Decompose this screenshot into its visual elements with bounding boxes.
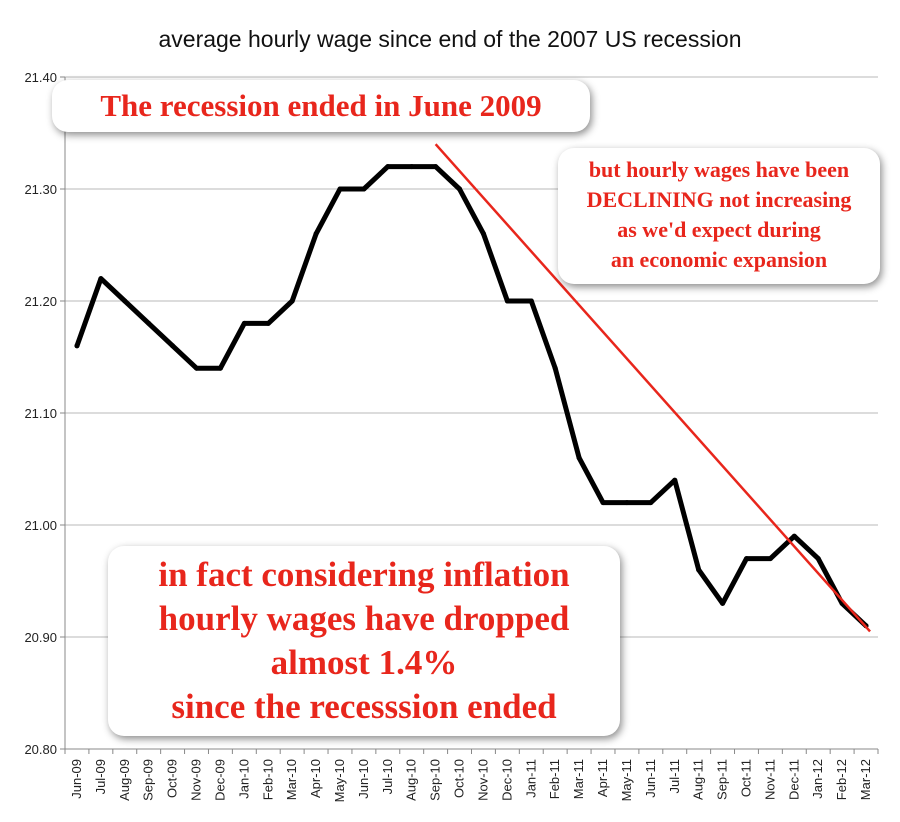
y-tick-label: 20.90 — [24, 630, 57, 645]
trendline-layer — [434, 143, 871, 633]
x-tick-label: Apr-10 — [308, 759, 323, 798]
callout-line: an economic expansion — [610, 247, 828, 272]
x-tick-label: Nov-10 — [475, 759, 490, 801]
x-tick-label: Oct-11 — [738, 759, 753, 797]
callout-line: since the recesssion ended — [171, 687, 557, 726]
data-point — [194, 365, 200, 371]
data-point — [146, 320, 152, 326]
x-tick-label: Sep-10 — [428, 759, 443, 801]
x-tick-label: Oct-09 — [165, 759, 180, 798]
data-point — [648, 500, 654, 506]
x-tick-label: May-11 — [619, 759, 634, 801]
data-point — [552, 365, 558, 371]
x-tick-labels: Jun-09 Jul-09 Aug-09 Sep-09 Oct-09 Nov-09 Dec-… — [69, 759, 873, 802]
x-tick-label: Jul-09 — [93, 759, 108, 794]
data-point — [74, 343, 80, 349]
x-tick-label: Apr-11 — [595, 759, 610, 797]
data-point — [720, 600, 726, 606]
x-tick-label: Mar-11 — [571, 759, 586, 799]
data-point — [265, 320, 271, 326]
data-point — [337, 186, 343, 192]
x-tick-label: Aug-10 — [404, 759, 419, 801]
data-point — [241, 320, 247, 326]
data-point — [624, 500, 630, 506]
x-tick-label: Jan-10 — [236, 759, 251, 799]
data-point — [433, 164, 439, 170]
data-point — [480, 231, 486, 237]
callout-line: DECLINING not increasing — [586, 187, 852, 212]
y-tick-labels: 21.40 21.30 21.20 21.10 21.00 20.90 20.80 — [24, 70, 57, 757]
x-tick-label: Jun-11 — [643, 759, 658, 798]
x-tick-label: Nov-09 — [189, 759, 204, 801]
x-tick-label: Sep-09 — [141, 759, 156, 801]
x-tick-label: Sep-11 — [715, 759, 730, 800]
data-point — [696, 567, 702, 573]
x-tick-label: Jan-11 — [523, 759, 538, 798]
data-point — [767, 556, 773, 562]
data-point — [815, 556, 821, 562]
x-tick-label: Dec-10 — [499, 759, 514, 801]
data-point — [217, 365, 223, 371]
x-tick-label: Jan-12 — [810, 759, 825, 799]
y-tick-label: 21.10 — [24, 406, 57, 421]
x-tick-label: Feb-12 — [834, 759, 849, 800]
x-tick-label: Jul-11 — [667, 759, 682, 793]
callout-line: in fact considering inflation — [158, 555, 570, 594]
data-point — [170, 343, 176, 349]
x-tick-label: Nov-11 — [762, 759, 777, 800]
data-point — [385, 164, 391, 170]
data-point — [672, 477, 678, 483]
data-point — [457, 186, 463, 192]
axes — [60, 76, 879, 754]
x-tick-label: Aug-09 — [117, 759, 132, 801]
x-tick-label: Oct-10 — [452, 759, 467, 798]
data-point — [313, 231, 319, 237]
x-tick-label: Mar-12 — [858, 759, 873, 800]
callout-line: as we'd expect during — [617, 217, 821, 242]
data-point — [98, 276, 104, 282]
x-tick-label: Jul-10 — [380, 759, 395, 794]
y-tick-label: 21.00 — [24, 518, 57, 533]
data-point — [600, 500, 606, 506]
callout-line: The recession ended in June 2009 — [100, 88, 542, 123]
series-line — [74, 164, 869, 629]
x-tick-label: Feb-11 — [547, 759, 562, 799]
data-point — [409, 164, 415, 170]
recession-ended-callout: The recession ended in June 2009 — [52, 80, 590, 132]
x-tick-label: Feb-10 — [260, 759, 275, 800]
data-point — [743, 556, 749, 562]
inflation-callout: in fact considering inflation hourly wag… — [108, 546, 620, 736]
data-point — [361, 186, 367, 192]
y-tick-label: 21.20 — [24, 294, 57, 309]
callout-line: almost 1.4% — [270, 643, 458, 682]
chart-title: average hourly wage since end of the 200… — [158, 26, 741, 52]
x-tick-label: Dec-09 — [212, 759, 227, 801]
x-tick-label: May-10 — [332, 759, 347, 802]
x-tick-label: Mar-10 — [284, 759, 299, 800]
data-point — [504, 298, 510, 304]
data-point — [791, 533, 797, 539]
data-point — [122, 298, 128, 304]
trend-line — [434, 143, 871, 633]
y-tick-label: 20.80 — [24, 742, 57, 757]
y-tick-label: 21.30 — [24, 182, 57, 197]
data-point — [289, 298, 295, 304]
callout-line: hourly wages have dropped — [158, 599, 570, 638]
x-tick-label: Aug-11 — [691, 759, 706, 800]
x-tick-label: Dec-11 — [786, 759, 801, 800]
x-tick-label: Jun-09 — [69, 759, 84, 799]
declining-wages-callout: but hourly wages have been DECLINING not… — [558, 148, 880, 284]
data-point — [528, 298, 534, 304]
data-point — [576, 455, 582, 461]
x-tick-label: Jun-10 — [356, 759, 371, 799]
callout-line: but hourly wages have been — [588, 157, 850, 182]
y-tick-label: 21.40 — [24, 70, 57, 85]
